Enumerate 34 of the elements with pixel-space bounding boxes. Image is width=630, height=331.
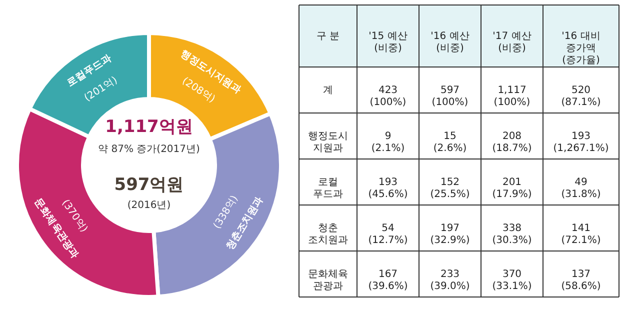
text: 597 (100%) xyxy=(432,85,468,108)
text: 137 (58.6%) xyxy=(561,269,601,292)
text: 9 (2.1%) xyxy=(371,131,405,154)
text: 로컬 푸드과 xyxy=(313,177,343,200)
text: 약 87% 증가(2017년) xyxy=(98,144,200,155)
text: 597억원 xyxy=(114,175,184,195)
text: 행정도시 지원과 xyxy=(308,131,348,154)
text: 54 (12.7%) xyxy=(368,223,408,246)
text: (2016년) xyxy=(127,200,171,211)
text: '16 대비 증가액 (증가율) xyxy=(562,31,600,66)
text: 370 (33.1%) xyxy=(492,269,532,292)
text: 197 (32.9%) xyxy=(430,223,470,246)
text: 208 (18.7%) xyxy=(492,131,532,154)
text: '15 예산 (비중) xyxy=(368,31,408,54)
text: 423 (100%) xyxy=(370,85,406,108)
text: 193 (1,267.1%) xyxy=(553,131,609,154)
text: 201 (17.9%) xyxy=(492,177,532,200)
text: 1,117 (100%) xyxy=(494,85,530,108)
text: 520 (87.1%) xyxy=(561,85,601,108)
text: 1,117억원 xyxy=(105,117,193,137)
text: 152 (25.5%) xyxy=(430,177,470,200)
text: 구 분 xyxy=(316,31,340,42)
text: 233 (39.0%) xyxy=(430,269,470,292)
text: 계 xyxy=(323,85,333,96)
text: 49 (31.8%) xyxy=(561,177,601,200)
text: 15 (2.6%) xyxy=(433,131,467,154)
text: 문화체육 관광과 xyxy=(308,269,348,292)
text: '17 예산 (비중) xyxy=(492,31,532,54)
text: 167 (39.6%) xyxy=(368,269,408,292)
text: 141 (72.1%) xyxy=(561,223,601,246)
text: 청춘 조치원과 xyxy=(308,223,348,246)
text: 338 (30.3%) xyxy=(492,223,532,246)
text: 193 (45.6%) xyxy=(368,177,408,200)
text: '16 예산 (비중) xyxy=(430,31,470,54)
